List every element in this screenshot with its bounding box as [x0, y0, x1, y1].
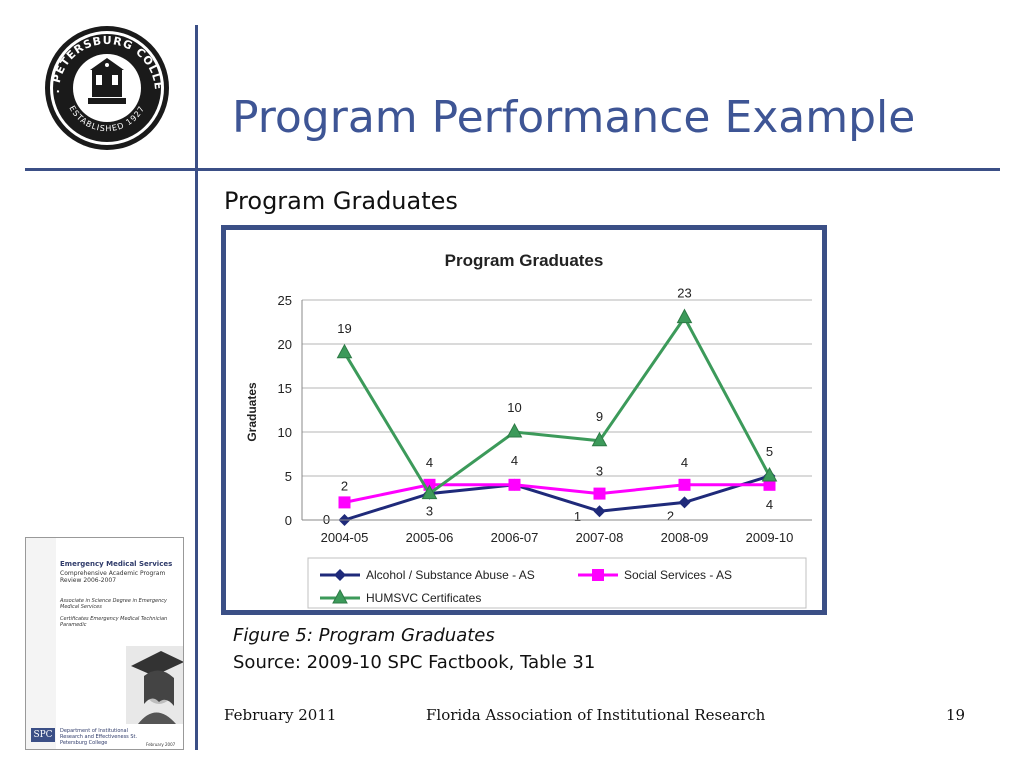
thumbnail-degree: Associate in Science Degree in Emergency… [60, 598, 167, 610]
thumbnail-certificates: Certificates Emergency Medical Technicia… [60, 616, 168, 628]
data-point [676, 308, 693, 324]
y-tick-label: 0 [285, 513, 292, 528]
data-label: 2 [667, 508, 674, 523]
data-label: 10 [507, 400, 521, 415]
legend-box [307, 557, 807, 609]
thumbnail-subheading: Comprehensive Academic Program Review 20… [60, 570, 166, 584]
report-cover-thumbnail: Emergency Medical Services Comprehensive… [25, 537, 184, 750]
data-label: 4 [511, 453, 518, 468]
data-label: 1 [574, 509, 581, 524]
slide-subtitle: Program Graduates [224, 187, 458, 215]
x-tick-label: 2004-05 [321, 530, 369, 545]
series-line [343, 314, 771, 496]
y-axis-label: Graduates [245, 382, 259, 442]
data-label: 4 [681, 455, 688, 470]
data-labels: 034125243441910923 [323, 286, 773, 527]
data-point [506, 422, 523, 438]
data-label: 9 [596, 409, 603, 424]
x-tick-label: 2007-08 [576, 530, 624, 545]
spc-logo: SPC [31, 728, 55, 742]
data-point [508, 478, 521, 491]
y-tick-label: 25 [278, 293, 292, 308]
data-label: 5 [766, 444, 773, 459]
page-number: 19 [946, 706, 966, 724]
data-label: 4 [766, 497, 773, 512]
legend-marker [332, 588, 348, 604]
thumbnail-org: Department of Institutional Research and… [60, 728, 138, 746]
chart-title: Program Graduates [445, 251, 604, 270]
legend-label: Alcohol / Substance Abuse - AS [366, 568, 535, 582]
data-label: 23 [677, 286, 691, 301]
data-point [336, 343, 353, 359]
legend-marker [334, 569, 346, 581]
chart-frame: Program Graduates Graduates 034125243441… [221, 225, 827, 615]
data-point [761, 466, 778, 482]
data-point [678, 478, 691, 491]
horizontal-rule [25, 168, 1000, 171]
data-point [591, 431, 608, 447]
data-point [678, 496, 691, 509]
data-label: 2 [341, 478, 348, 493]
graduate-photo-icon [126, 646, 183, 724]
x-tick-label: 2006-07 [491, 530, 539, 545]
figure-source: Source: 2009-10 SPC Factbook, Table 31 [233, 652, 596, 673]
y-tick-label: 5 [285, 469, 292, 484]
x-tick-label: 2005-06 [406, 530, 454, 545]
series-layer [336, 308, 778, 526]
line-chart: Program Graduates Graduates 034125243441… [245, 251, 812, 609]
legend-label: HUMSVC Certificates [366, 591, 481, 605]
x-tick-label: 2008-09 [661, 530, 709, 545]
data-point [593, 487, 606, 500]
footer-organization: Florida Association of Institutional Res… [426, 706, 766, 724]
data-label: 3 [596, 464, 603, 479]
y-tick-label: 10 [278, 425, 292, 440]
legend-label: Social Services - AS [624, 568, 732, 582]
thumbnail-heading: Emergency Medical Services [60, 560, 173, 568]
slide-title: Program Performance Example [232, 92, 916, 143]
data-label: 4 [426, 455, 433, 470]
data-point [421, 484, 438, 500]
y-tick-label: 20 [278, 337, 292, 352]
thumbnail-date: February 2007 [146, 742, 176, 747]
footer-date: February 2011 [224, 706, 337, 724]
data-label: 19 [337, 321, 351, 336]
figure-caption: Figure 5: Program Graduates [233, 625, 495, 646]
series-line [344, 483, 770, 504]
college-seal-icon: ST. PETERSBURG COLLEGE ESTABLISHED 1927 [32, 22, 169, 150]
y-tick-label: 15 [278, 381, 292, 396]
vertical-rule [195, 25, 198, 750]
legend-marker [592, 569, 604, 581]
data-point [593, 505, 606, 518]
data-label: 3 [426, 504, 433, 519]
data-point [338, 496, 351, 509]
series-line [344, 474, 770, 522]
data-point [763, 478, 776, 491]
legend: Alcohol / Substance Abuse - AS Social Ser… [307, 557, 807, 609]
thumbnail-sidebar [26, 538, 56, 749]
x-tick-label: 2009-10 [746, 530, 794, 545]
